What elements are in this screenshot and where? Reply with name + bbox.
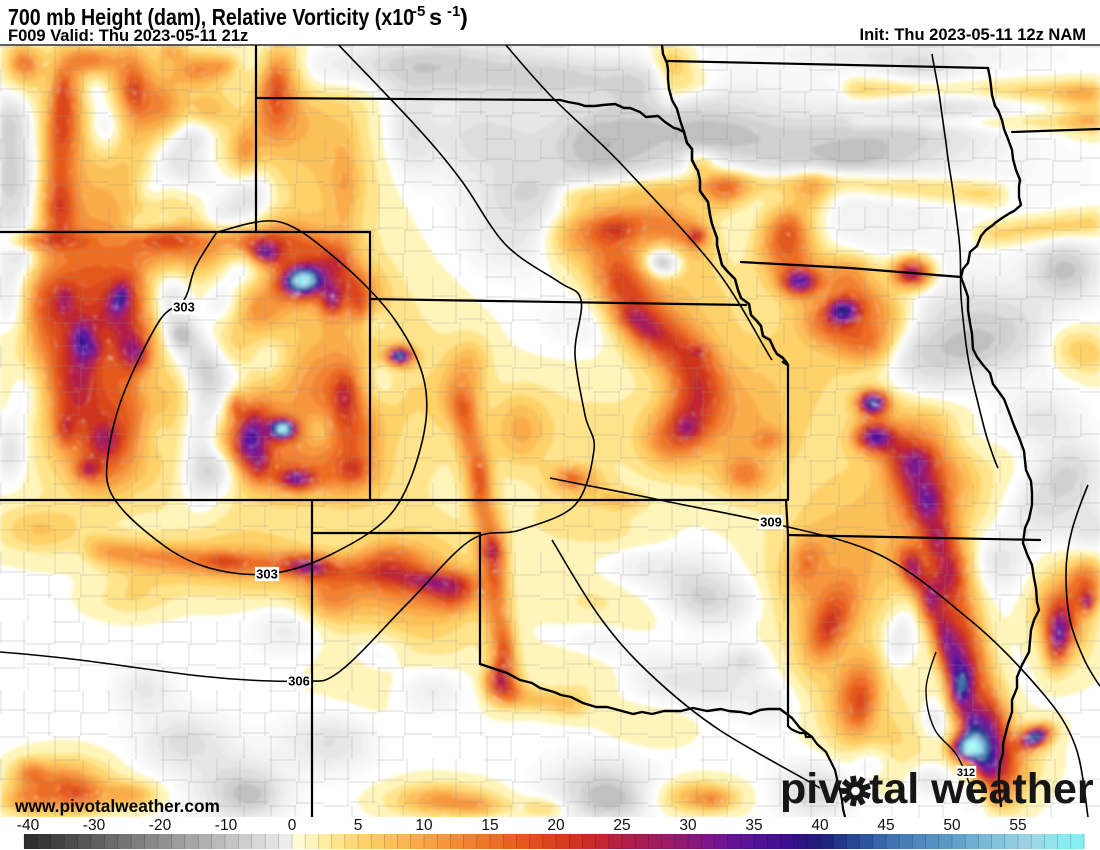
- svg-text:306: 306: [288, 674, 310, 689]
- svg-text:-40: -40: [17, 817, 40, 834]
- svg-text:50: 50: [943, 817, 961, 834]
- svg-text:55: 55: [1009, 817, 1026, 834]
- svg-text:30: 30: [679, 817, 697, 834]
- svg-text:5: 5: [354, 817, 363, 834]
- svg-text:45: 45: [877, 817, 894, 834]
- svg-text:www.pivotalweather.com: www.pivotalweather.com: [14, 796, 220, 816]
- svg-text:15: 15: [481, 817, 498, 834]
- svg-text:-1: -1: [447, 3, 460, 20]
- svg-text:35: 35: [745, 817, 762, 834]
- svg-text:-20: -20: [149, 817, 172, 834]
- svg-text:309: 309: [760, 515, 782, 530]
- svg-text:10: 10: [415, 817, 433, 834]
- svg-text:312: 312: [957, 767, 975, 779]
- svg-text:Init: Thu 2023-05-11 12z NAM: Init: Thu 2023-05-11 12z NAM: [860, 26, 1086, 44]
- svg-text:piv: piv: [780, 765, 842, 813]
- svg-text:303: 303: [256, 567, 278, 582]
- svg-text:-5: -5: [412, 3, 425, 20]
- svg-text:40: 40: [811, 817, 829, 834]
- svg-text:-10: -10: [215, 817, 238, 834]
- svg-text:700 mb Height (dam), Relative: 700 mb Height (dam), Relative Vorticity …: [8, 4, 414, 30]
- svg-text:s: s: [429, 4, 442, 30]
- svg-text:0: 0: [288, 817, 297, 834]
- svg-text:303: 303: [173, 300, 195, 315]
- svg-text:20: 20: [547, 817, 565, 834]
- svg-text:25: 25: [613, 817, 630, 834]
- svg-text:-30: -30: [83, 817, 106, 834]
- svg-text:tal weather: tal weather: [869, 765, 1094, 813]
- svg-text:): ): [460, 4, 468, 30]
- svg-text:F009 Valid: Thu 2023-05-11 21z: F009 Valid: Thu 2023-05-11 21z: [8, 27, 248, 45]
